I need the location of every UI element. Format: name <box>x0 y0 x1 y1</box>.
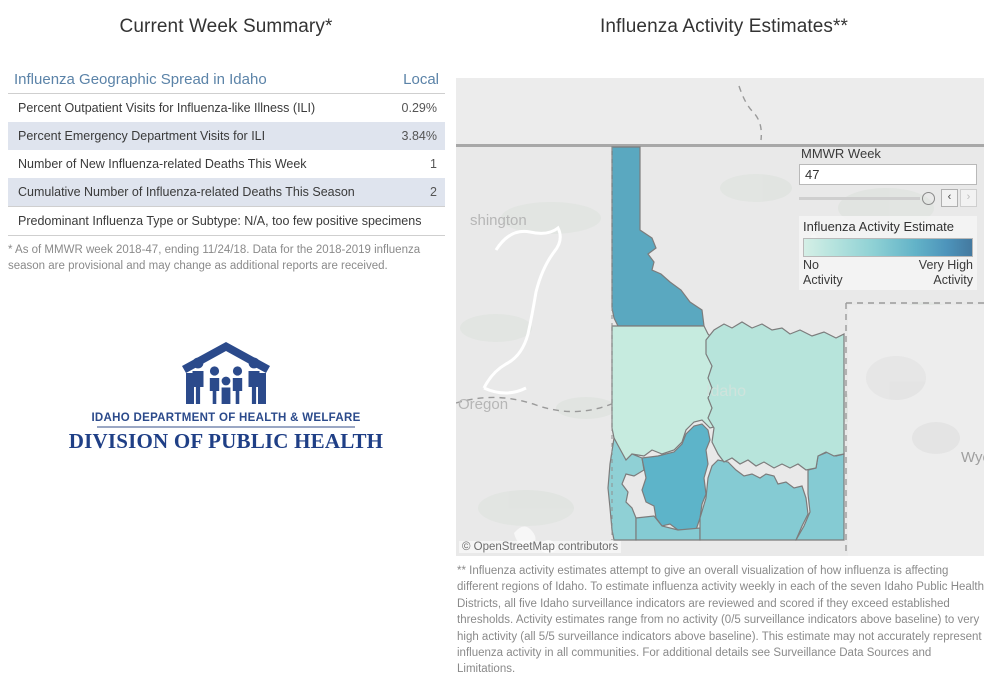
column-header-local: Local <box>387 70 445 94</box>
row-label: Cumulative Number of Influenza-related D… <box>8 178 388 207</box>
map-footnote: ** Influenza activity estimates attempt … <box>457 565 984 676</box>
legend-low-line1: No <box>803 258 819 272</box>
map-attribution[interactable]: © OpenStreetMap contributors <box>459 541 622 553</box>
row-label: Percent Outpatient Visits for Influenza-… <box>18 101 316 115</box>
idaho-activity-map[interactable]: shington Oregon Wyom <box>456 78 984 556</box>
column-header-measure: Influenza Geographic Spread in Idaho <box>8 70 388 94</box>
row-label: Number of New Influenza-related Deaths T… <box>18 157 307 171</box>
agency-logo: IDAHO DEPARTMENT OF HEALTH & WELFARE DIV… <box>0 340 452 454</box>
legend-high-line1: Very High <box>918 258 973 272</box>
next-week-button[interactable]: › <box>960 189 977 207</box>
legend-title: Influenza Activity Estimate <box>803 219 955 234</box>
mmwr-week-control: MMWR Week ‹ › <box>799 146 977 207</box>
legend-high-label: Very High Activity <box>919 258 973 288</box>
legend-high-line2: Activity <box>933 273 973 287</box>
summary-table: Influenza Geographic Spread in Idaho Loc… <box>8 70 445 236</box>
page-title-current-week-summary: Current Week Summary* <box>119 16 333 37</box>
influenza-activity-panel: Influenza Activity Estimates** <box>452 0 996 675</box>
legend-gradient-bar <box>803 238 973 257</box>
row-value: 1 <box>430 157 437 171</box>
map-canvas: shington Oregon Wyom <box>456 78 984 556</box>
logo-division-name: DIVISION OF PUBLIC HEALTH <box>68 429 384 453</box>
table-row: Percent Emergency Department Visits for … <box>8 122 445 150</box>
predominant-type-text: Predominant Influenza Type or Subtype: N… <box>8 206 445 236</box>
logo-department-name: IDAHO DEPARTMENT OF HEALTH & WELFARE <box>91 412 361 424</box>
row-label: Percent Emergency Department Visits for … <box>8 122 388 150</box>
legend-low-line2: Activity <box>803 273 843 287</box>
slider-track[interactable] <box>799 196 920 200</box>
page-title-influenza-activity: Influenza Activity Estimates** <box>600 16 848 37</box>
summary-footnote: * As of MMWR week 2018-47, ending 11/24/… <box>8 244 421 272</box>
mmwr-week-input[interactable] <box>799 164 977 185</box>
table-row: Number of New Influenza-related Deaths T… <box>8 150 445 178</box>
table-row: Percent Outpatient Visits for Influenza-… <box>8 94 445 123</box>
logo-divider <box>97 426 355 428</box>
map-label-wyoming: Wyom <box>961 449 984 466</box>
slider-handle[interactable] <box>922 191 935 205</box>
map-label-idaho: Idaho <box>706 383 746 400</box>
map-region-district-5a <box>635 515 701 541</box>
map-region-district-7 <box>705 321 845 471</box>
map-region-district-1 <box>611 146 705 327</box>
map-region-district-5 <box>699 459 809 541</box>
mmwr-week-label: MMWR Week <box>801 146 881 161</box>
summary-table-body: Percent Outpatient Visits for Influenza-… <box>8 94 445 236</box>
row-value: 0.29% <box>401 101 437 115</box>
row-value: 2 <box>387 178 445 207</box>
house-family-logo-icon <box>182 342 270 404</box>
table-header-row: Influenza Geographic Spread in Idaho Loc… <box>8 70 445 94</box>
current-week-summary-panel: Current Week Summary* Influenza Geograph… <box>0 0 452 671</box>
map-label-washington: shington <box>470 212 527 229</box>
row-value: 3.84% <box>387 122 445 150</box>
legend-labels: No Activity Very High Activity <box>799 257 977 288</box>
summary-table-head: Influenza Geographic Spread in Idaho Loc… <box>8 70 445 94</box>
mmwr-week-slider[interactable]: ‹ › <box>799 189 977 207</box>
table-row-predominant-type: Predominant Influenza Type or Subtype: N… <box>8 206 445 236</box>
legend-low-label: No Activity <box>803 258 843 288</box>
previous-week-button[interactable]: ‹ <box>941 189 958 207</box>
table-row: Cumulative Number of Influenza-related D… <box>8 178 445 207</box>
map-label-oregon: Oregon <box>458 396 508 413</box>
map-legend: Influenza Activity Estimate No Activity … <box>799 216 977 290</box>
